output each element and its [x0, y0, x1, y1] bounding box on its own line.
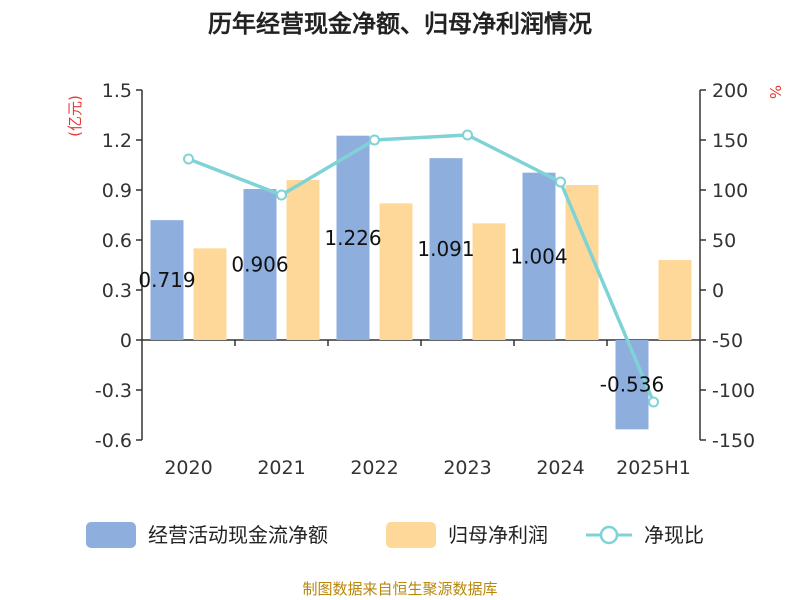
chart-title: 历年经营现金净额、归母净利润情况 [208, 10, 592, 38]
left-tick-label: -0.6 [95, 430, 132, 452]
cashflow-bar [243, 189, 277, 340]
legend-marker-ratio [599, 525, 619, 545]
x-tick-label: 2025H1 [616, 457, 691, 479]
legend-label-net-profit: 归母净利润 [448, 523, 548, 547]
left-tick-label: 1.5 [102, 80, 132, 102]
ratio-point [648, 396, 659, 408]
ratio-line [187, 133, 656, 403]
cashflow-bar [336, 135, 370, 340]
right-tick-label: -50 [712, 330, 743, 352]
left-tick-label: 1.2 [102, 130, 132, 152]
net-profit-bar [193, 248, 227, 340]
ratio-point [183, 153, 194, 165]
right-axis-unit: % [766, 85, 784, 99]
left-tick-label: 0.9 [102, 180, 132, 202]
cashflow-bar [522, 172, 556, 340]
x-tick-label: 2024 [536, 457, 584, 479]
legend: 经营活动现金流净额 归母净利润 净现比 [86, 522, 704, 548]
left-tick-label: 0.3 [102, 280, 132, 302]
ratio-point [276, 189, 287, 201]
right-tick-label: -150 [712, 430, 755, 452]
x-tick-label: 2020 [164, 457, 212, 479]
legend-label-cashflow: 经营活动现金流净额 [148, 523, 328, 547]
right-tick-label: 100 [712, 180, 748, 202]
right-tick-label: -100 [712, 380, 755, 402]
left-tick-label: 0 [120, 330, 132, 352]
legend-label-ratio: 净现比 [644, 523, 704, 547]
ratio-point [462, 129, 473, 141]
left-axis-unit: (亿元) [66, 95, 84, 137]
left-tick-label: 0.6 [102, 230, 132, 252]
net-profit-bar [658, 260, 692, 340]
right-tick-label: 200 [712, 80, 748, 102]
net-profit-bar [472, 223, 506, 340]
bar-value-label: 0.719 [138, 268, 195, 292]
plot-area: 1.5 1.2 0.9 0.6 0.3 0 -0.3 -0.6 200 150 100 50 0 -50 -… [95, 80, 755, 479]
cashflow-bar [150, 220, 184, 340]
right-tick-label: 150 [712, 130, 748, 152]
right-tick-label: 0 [712, 280, 724, 302]
bar-value-label: 1.226 [324, 226, 381, 250]
right-tick-label: 50 [712, 230, 736, 252]
ratio-point [369, 134, 380, 146]
legend-swatch-net-profit [386, 522, 436, 548]
net-profit-bar [286, 180, 320, 340]
x-tick-label: 2022 [350, 457, 398, 479]
x-tick-label: 2021 [257, 457, 305, 479]
x-tick-label: 2023 [443, 457, 491, 479]
source-note: 制图数据来自恒生聚源数据库 [302, 580, 497, 598]
left-tick-label: -0.3 [95, 380, 132, 402]
bar-value-label: -0.536 [600, 373, 664, 397]
bar-value-label: 1.004 [510, 244, 567, 268]
bar-value-label: 1.091 [417, 237, 474, 261]
cashflow-bar [429, 158, 463, 340]
legend-swatch-cashflow [86, 522, 136, 548]
net-profit-bar [379, 203, 413, 340]
bar-value-label: 0.906 [231, 253, 288, 277]
ratio-point [555, 176, 566, 188]
